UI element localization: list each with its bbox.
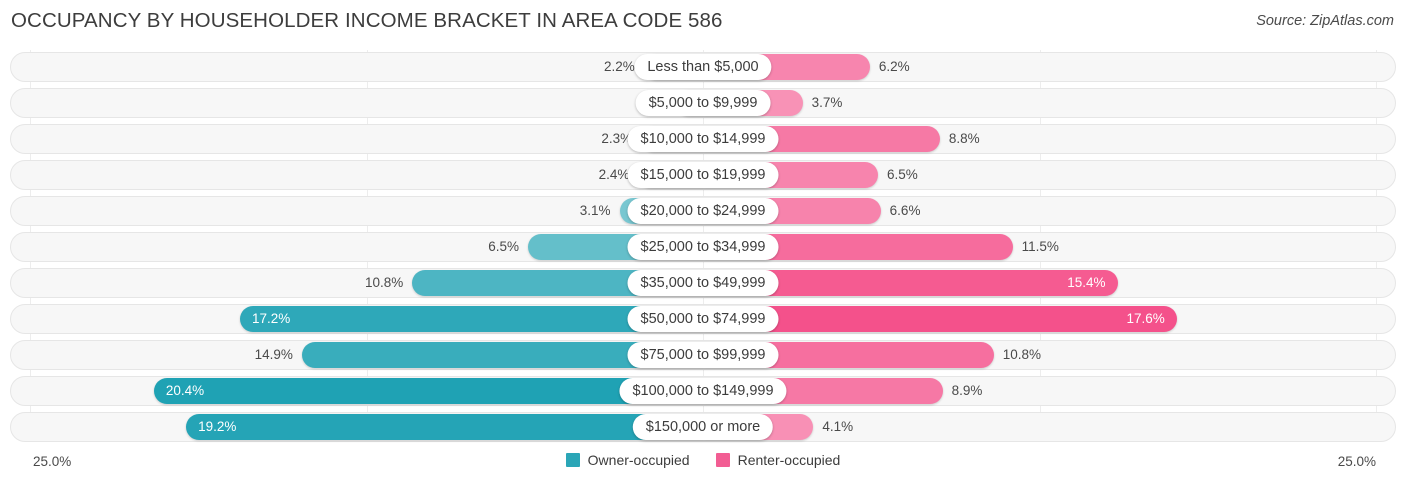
legend-item[interactable]: Renter-occupied	[715, 452, 841, 468]
chart-row-track	[10, 412, 1396, 442]
legend-item[interactable]: Owner-occupied	[565, 452, 690, 468]
chart-row-track	[10, 160, 1396, 190]
chart-row-track	[10, 196, 1396, 226]
page-title: OCCUPANCY BY HOUSEHOLDER INCOME BRACKET …	[11, 9, 723, 32]
chart-row-track	[10, 52, 1396, 82]
chart-row-track	[10, 304, 1396, 334]
chart-row-track	[10, 232, 1396, 262]
chart-row-track	[10, 88, 1396, 118]
axis-right-bound: 25.0%	[1337, 454, 1376, 469]
legend-label: Owner-occupied	[587, 452, 690, 468]
chart-row-track	[10, 124, 1396, 154]
legend-swatch-icon	[565, 453, 580, 467]
chart-legend: Owner-occupied Renter-occupied	[0, 452, 1406, 468]
chart-footer: 25.0% 25.0% Owner-occupied Renter-occupie…	[0, 446, 1406, 487]
chart-row-track	[10, 268, 1396, 298]
legend-label: Renter-occupied	[737, 452, 841, 468]
chart-row-track	[10, 340, 1396, 370]
chart-row-track	[10, 376, 1396, 406]
source-attribution: Source: ZipAtlas.com	[1256, 13, 1394, 29]
axis-left-bound: 25.0%	[33, 454, 72, 469]
legend-swatch-icon	[715, 453, 730, 467]
plot-area: 2.2% 6.2% Less than $5,000 1.0% 3.7% $5,000 t…	[0, 50, 1406, 446]
